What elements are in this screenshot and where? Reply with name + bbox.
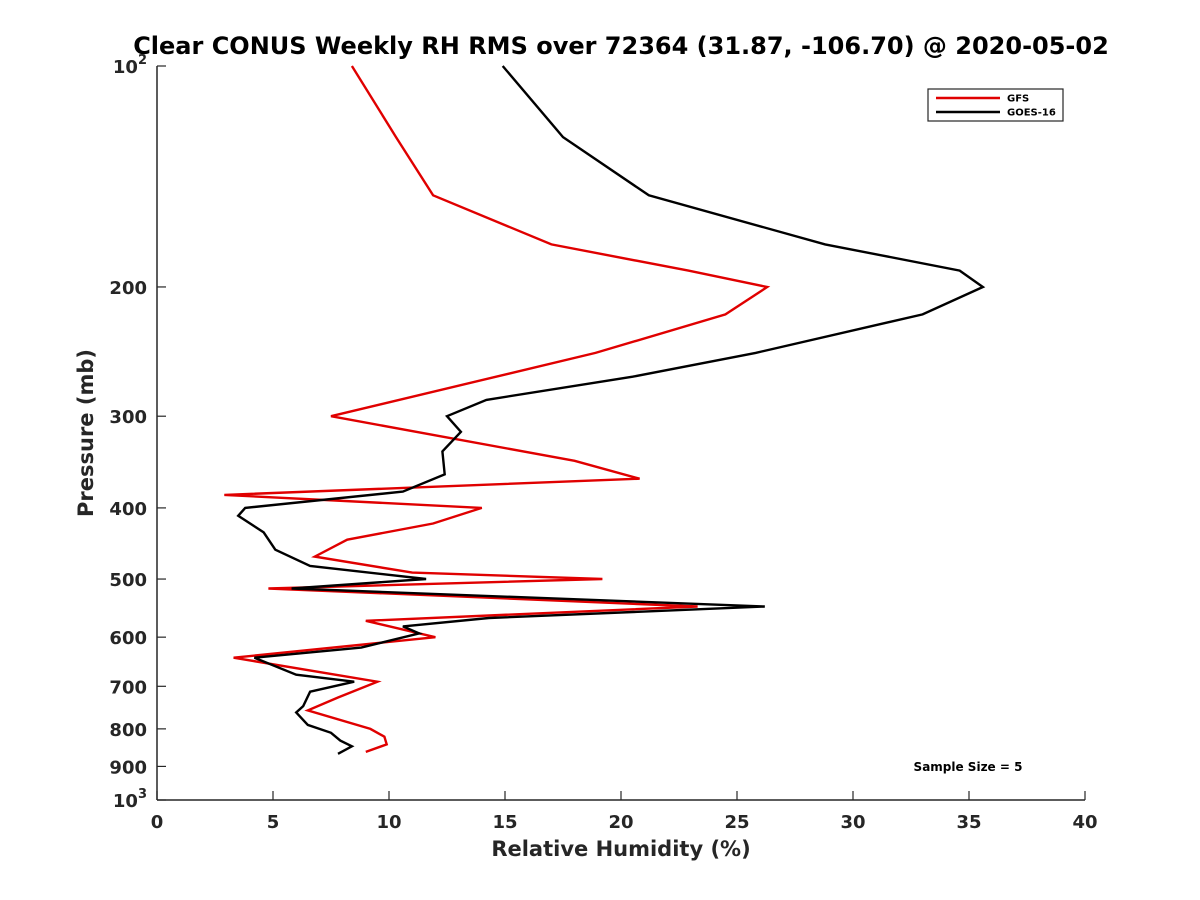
x-tick-label: 30	[840, 812, 865, 833]
x-tick-label: 10	[376, 812, 401, 833]
y-axis-label: Pressure (mb)	[74, 349, 98, 517]
x-tick-label: 25	[724, 812, 749, 833]
y-tick-base: 300	[109, 407, 147, 428]
x-tick-label: 5	[267, 812, 280, 833]
y-tick-base: 700	[109, 677, 147, 698]
x-axis-label: Relative Humidity (%)	[491, 837, 750, 861]
x-tick-label: 15	[492, 812, 517, 833]
legend-label: GOES-16	[1007, 108, 1056, 119]
series-layer	[224, 65, 986, 755]
y-tick-label: 200	[109, 278, 147, 299]
axes: 0 5 10 15 20 25 30 35 40102200300400500600700800…	[109, 53, 1097, 833]
y-tick-label: 300	[109, 407, 147, 428]
y-tick-label: 600	[109, 628, 147, 649]
y-tick-base: 500	[109, 570, 147, 591]
chart-title: Clear CONUS Weekly RH RMS over 72364 (31…	[133, 32, 1109, 60]
y-tick-base: 400	[109, 499, 147, 520]
y-tick-label: 400	[109, 499, 147, 520]
y-tick-base: 800	[109, 720, 147, 741]
y-tick-base: 900	[109, 757, 147, 778]
legend-label: GFS	[1007, 94, 1029, 105]
sample-size-annotation: Sample Size = 5	[914, 760, 1023, 774]
y-tick-base: 10	[113, 57, 138, 78]
series-line-gfs	[224, 65, 771, 754]
y-tick-label: 103	[113, 787, 147, 812]
x-tick-label: 40	[1072, 812, 1097, 833]
y-tick-label: 102	[113, 53, 147, 78]
y-tick-label: 500	[109, 570, 147, 591]
y-tick-base: 200	[109, 278, 147, 299]
y-tick-label: 800	[109, 720, 147, 741]
x-tick-label: 0	[151, 812, 164, 833]
y-tick-exponent: 3	[138, 787, 147, 802]
y-tick-label: 900	[109, 757, 147, 778]
y-tick-base: 10	[113, 791, 138, 812]
y-tick-exponent: 2	[138, 53, 147, 68]
legend: GFS GOES-16	[927, 88, 1064, 122]
legend-box	[927, 88, 1064, 122]
series-line-goes-16	[236, 65, 986, 755]
x-tick-label: 35	[956, 812, 981, 833]
x-tick-label: 20	[608, 812, 633, 833]
y-tick-label: 700	[109, 677, 147, 698]
y-tick-base: 600	[109, 628, 147, 649]
